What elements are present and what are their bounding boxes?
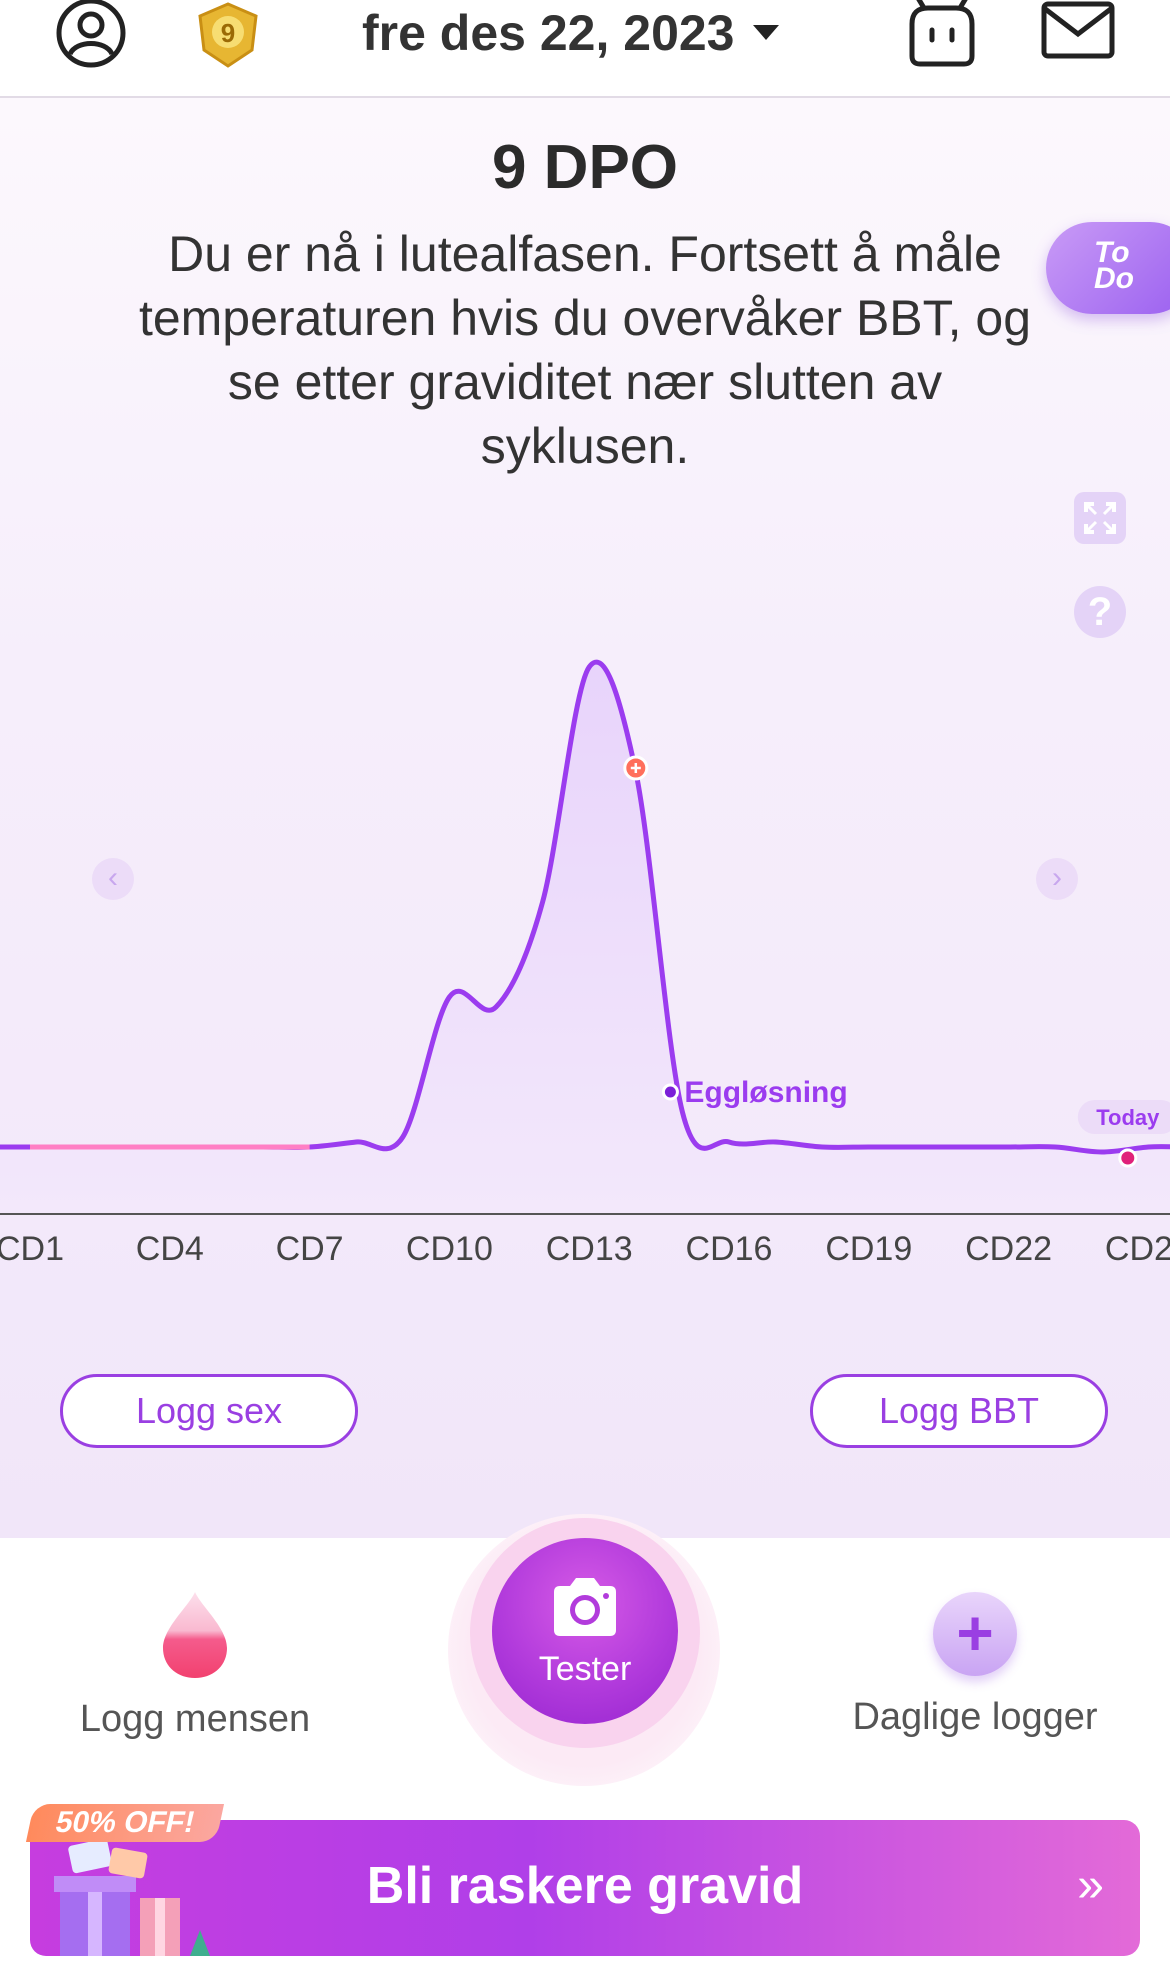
expand-icon[interactable] <box>1074 492 1126 544</box>
help-icon[interactable]: ? <box>1074 586 1126 638</box>
todo-button[interactable]: To Do <box>1046 222 1170 314</box>
x-axis-ticks: CD1 CD4 CD7 CD10 CD13 CD16 CD19 CD22 CD25 <box>0 1230 1170 1268</box>
profile-icon[interactable] <box>54 0 128 70</box>
page-title: 9 DPO <box>491 133 679 202</box>
log-sex-button[interactable]: Logg sex <box>60 1374 358 1448</box>
x-tick-label: CD7 <box>276 1230 344 1268</box>
tester-button[interactable]: Tester <box>492 1538 678 1724</box>
plus-icon: + <box>933 1592 1017 1676</box>
date-selector[interactable]: fre des 22, 2023 <box>362 0 779 66</box>
promo-banner[interactable]: Bli raskere gravid » <box>30 1820 1140 1956</box>
x-tick-label: CD22 <box>965 1230 1052 1268</box>
chart-prev-button[interactable]: ‹ <box>92 858 134 900</box>
chart-markers: Eggløsning Today <box>623 755 1170 1168</box>
bot-icon[interactable] <box>904 0 980 70</box>
today-pill <box>1077 1100 1170 1134</box>
log-period-button[interactable]: Logg mensen <box>40 1590 350 1741</box>
top-bar: 9 fre des 22, 2023 <box>0 0 1170 98</box>
x-tick-label: CD16 <box>686 1230 773 1268</box>
today-marker[interactable] <box>1118 1148 1138 1168</box>
gift-illustration <box>54 1838 210 1956</box>
chevron-down-icon <box>752 25 779 40</box>
daily-logs-button[interactable]: + Daglige logger <box>820 1592 1130 1739</box>
log-period-label: Logg mensen <box>79 1698 311 1740</box>
discount-badge: 50% OFF! <box>25 1804 225 1842</box>
x-tick-label: CD10 <box>406 1230 493 1268</box>
x-tick-label: CD1 <box>0 1230 64 1268</box>
drop-icon <box>163 1592 227 1678</box>
double-chevron-right-icon: » <box>1077 1859 1104 1912</box>
camera-icon <box>554 1578 616 1636</box>
ovulation-marker <box>661 1083 679 1101</box>
cycle-chart: CD1 CD4 CD7 CD10 CD13 CD16 CD19 CD22 CD25 Eggløs… <box>0 659 1170 1268</box>
x-tick-label: CD25 <box>1105 1230 1170 1268</box>
chart-next-button[interactable]: › <box>1036 858 1078 900</box>
tester-label: Tester <box>538 1650 632 1688</box>
temperature-area <box>0 662 1170 1214</box>
date-label: fre des 22, 2023 <box>362 5 735 61</box>
ovulation-label: Eggløsning <box>684 1076 847 1109</box>
peak-plus-icon <box>630 763 641 773</box>
badge-level: 9 <box>221 18 235 48</box>
x-tick-label: CD13 <box>546 1230 633 1268</box>
todo-icon-line1: To <box>1094 236 1130 269</box>
expand-glyph <box>1084 502 1116 534</box>
x-tick-label: CD4 <box>136 1230 204 1268</box>
mail-icon[interactable] <box>1040 0 1116 64</box>
promo-title: Bli raskere gravid <box>366 1857 804 1915</box>
today-label: Today <box>1096 1105 1160 1130</box>
log-bbt-button[interactable]: Logg BBT <box>810 1374 1108 1448</box>
todo-icon-line2: Do <box>1094 262 1134 295</box>
x-tick-label: CD19 <box>825 1230 912 1268</box>
phase-description: Du er nå i lutealfasen. Fortsett å måle … <box>138 226 1032 474</box>
daily-logs-label: Daglige logger <box>852 1696 1098 1738</box>
badge-icon[interactable]: 9 <box>192 0 264 70</box>
